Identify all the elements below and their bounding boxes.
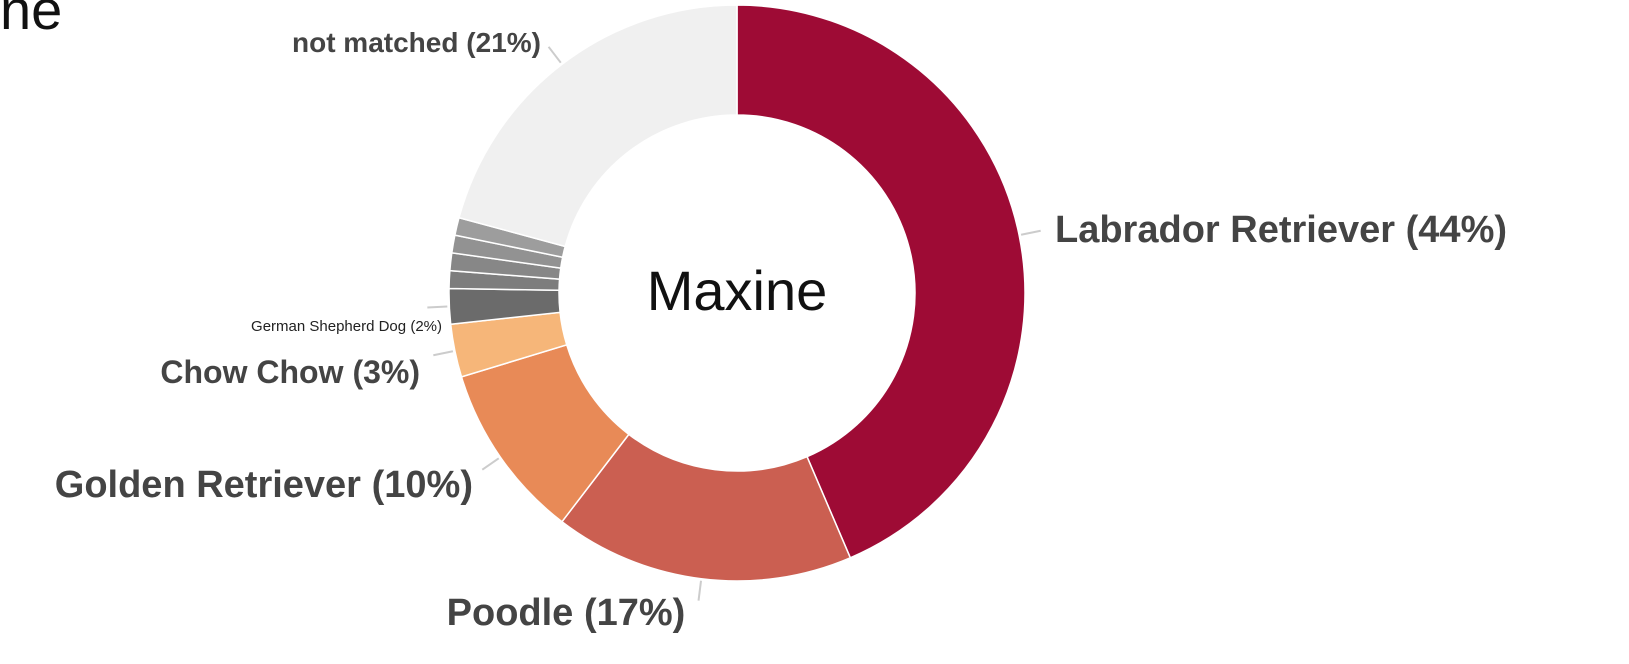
slice-name: Golden Retriever [55, 464, 361, 506]
slice-value-label: (3%) [352, 354, 420, 390]
slice-name: not matched [292, 27, 458, 58]
slice-label: German Shepherd Dog (2%) [251, 318, 442, 335]
slice-value-label: (44%) [1406, 209, 1507, 251]
slice-value-label: (10%) [372, 464, 473, 506]
leader-line [697, 580, 703, 601]
slice-label: Chow Chow (3%) [160, 354, 420, 390]
slice-label: Golden Retriever (10%) [55, 464, 473, 506]
donut-slice [736, 4, 1026, 559]
leader-line [481, 457, 500, 471]
donut-slice [560, 433, 852, 582]
donut-slice [458, 4, 738, 248]
leader-line [1020, 229, 1041, 236]
center-label: Maxine [647, 259, 828, 322]
slice-label: Labrador Retriever (44%) [1055, 209, 1507, 251]
leader-line [433, 350, 454, 357]
slice-label: not matched (21%) [292, 27, 541, 58]
slice-value-label: (21%) [466, 27, 541, 58]
slice-name: Poodle [447, 592, 574, 634]
page-heading: ne [0, 0, 62, 41]
slice-value-label: (17%) [584, 592, 685, 634]
leader-line [427, 305, 448, 309]
slice-label: Poodle (17%) [447, 592, 686, 634]
slice-name: German Shepherd Dog [251, 318, 406, 335]
slice-value-label: (2%) [410, 318, 442, 335]
slice-name: Chow Chow [160, 354, 343, 390]
leader-line [547, 46, 562, 64]
slice-name: Labrador Retriever [1055, 209, 1395, 251]
